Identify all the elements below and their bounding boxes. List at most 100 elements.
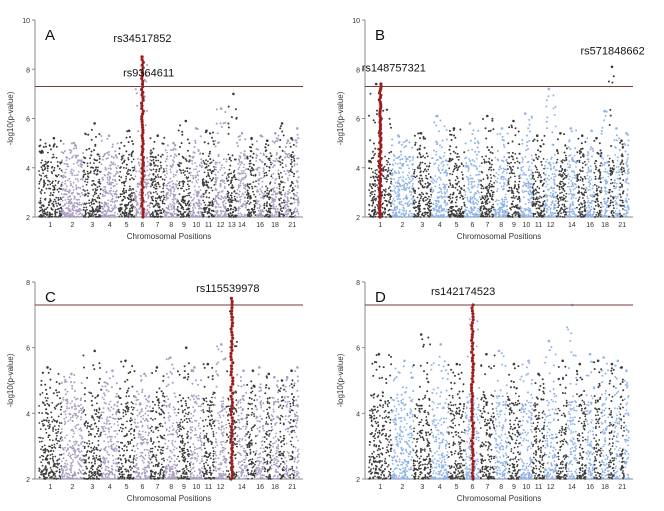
snp-point [225,158,228,161]
snp-point [393,170,396,173]
snp-point [370,161,372,164]
snp-point [245,175,248,177]
snp-point [531,162,533,165]
snp-point [157,196,160,199]
snp-point [532,212,535,215]
snp-point [417,187,420,190]
snp-point [479,208,482,211]
snp-point [83,202,86,205]
snp-point [233,190,236,192]
snp-point [50,207,53,210]
snp-point [87,133,90,136]
snp-point [454,162,457,165]
snp-point [162,187,165,190]
snp-point [258,171,261,174]
snp-point [455,205,457,208]
snp-point [482,215,485,218]
snp-point [61,184,64,187]
snp-point [469,177,471,180]
snp-point [418,200,421,203]
snp-point [481,211,484,214]
snp-point [463,201,465,204]
snp-point [193,193,195,196]
snp-peak-point [374,82,378,86]
snp-point [245,168,247,171]
snp-point [244,172,247,175]
snp-point [272,159,275,162]
snp-point [88,212,91,215]
x-axis-label: Chromosomal Positions [457,232,541,241]
snp-point [253,208,256,211]
snp-point [200,207,203,210]
snp-point [84,193,87,196]
snp-point [238,166,241,169]
snp-point [540,160,543,163]
snp-point [148,173,151,176]
snp-point [452,209,455,211]
snp-point [403,183,406,186]
snp-point [532,191,534,194]
snp-point [529,197,532,200]
snp-point [278,199,281,202]
snp-point [286,153,289,156]
snp-point [522,184,525,187]
snp-point [370,176,372,179]
snp-point [428,202,431,205]
snp-point [477,213,479,216]
snp-point [51,208,54,211]
snp-point [111,207,114,210]
snp-point [506,210,508,213]
snp-point [166,144,169,147]
snp-point [61,171,64,173]
snp-point [209,158,212,160]
snp-point [214,163,217,166]
snp-point [68,177,71,180]
snp-point [153,177,156,180]
snp-peak-point [512,119,515,123]
snp-point [44,163,47,166]
snp-point [80,215,83,218]
snp-point [149,215,152,218]
snp-point [72,147,75,150]
snp-point [65,159,68,162]
snp-point [421,213,423,216]
snp-point [290,158,293,161]
snp-point [273,187,275,189]
snp-point [72,163,75,165]
snp-point [77,159,80,162]
snp-point [228,196,230,199]
snp-point [102,215,105,218]
snp-point [39,179,42,181]
snp-point [524,156,527,158]
snp-point [536,168,538,171]
snp-point [58,215,61,217]
snp-point [178,182,180,185]
snp-point [43,168,46,171]
snp-point [447,208,450,211]
snp-point [466,214,469,217]
snp-point [66,214,69,217]
snp-point [523,190,526,193]
snp-point [119,206,122,209]
snp-point [521,138,524,141]
snp-point [390,178,393,181]
snp-point [491,215,494,218]
snp-point [496,211,499,214]
snp-point [460,194,463,197]
snp-point [414,206,417,209]
snp-point [435,202,437,205]
snp-point [51,194,54,196]
snp-point [129,193,132,196]
snp-point [266,189,269,192]
snp-point [536,198,539,201]
snp-point [270,154,273,157]
snp-point [522,173,524,176]
snp-point [239,201,242,203]
snp-point [145,80,148,83]
snp-point [107,192,110,195]
snp-point [187,192,190,195]
snp-point [525,174,527,176]
snp-point [239,156,242,159]
snp-point [411,146,414,149]
snp-point [440,190,442,193]
